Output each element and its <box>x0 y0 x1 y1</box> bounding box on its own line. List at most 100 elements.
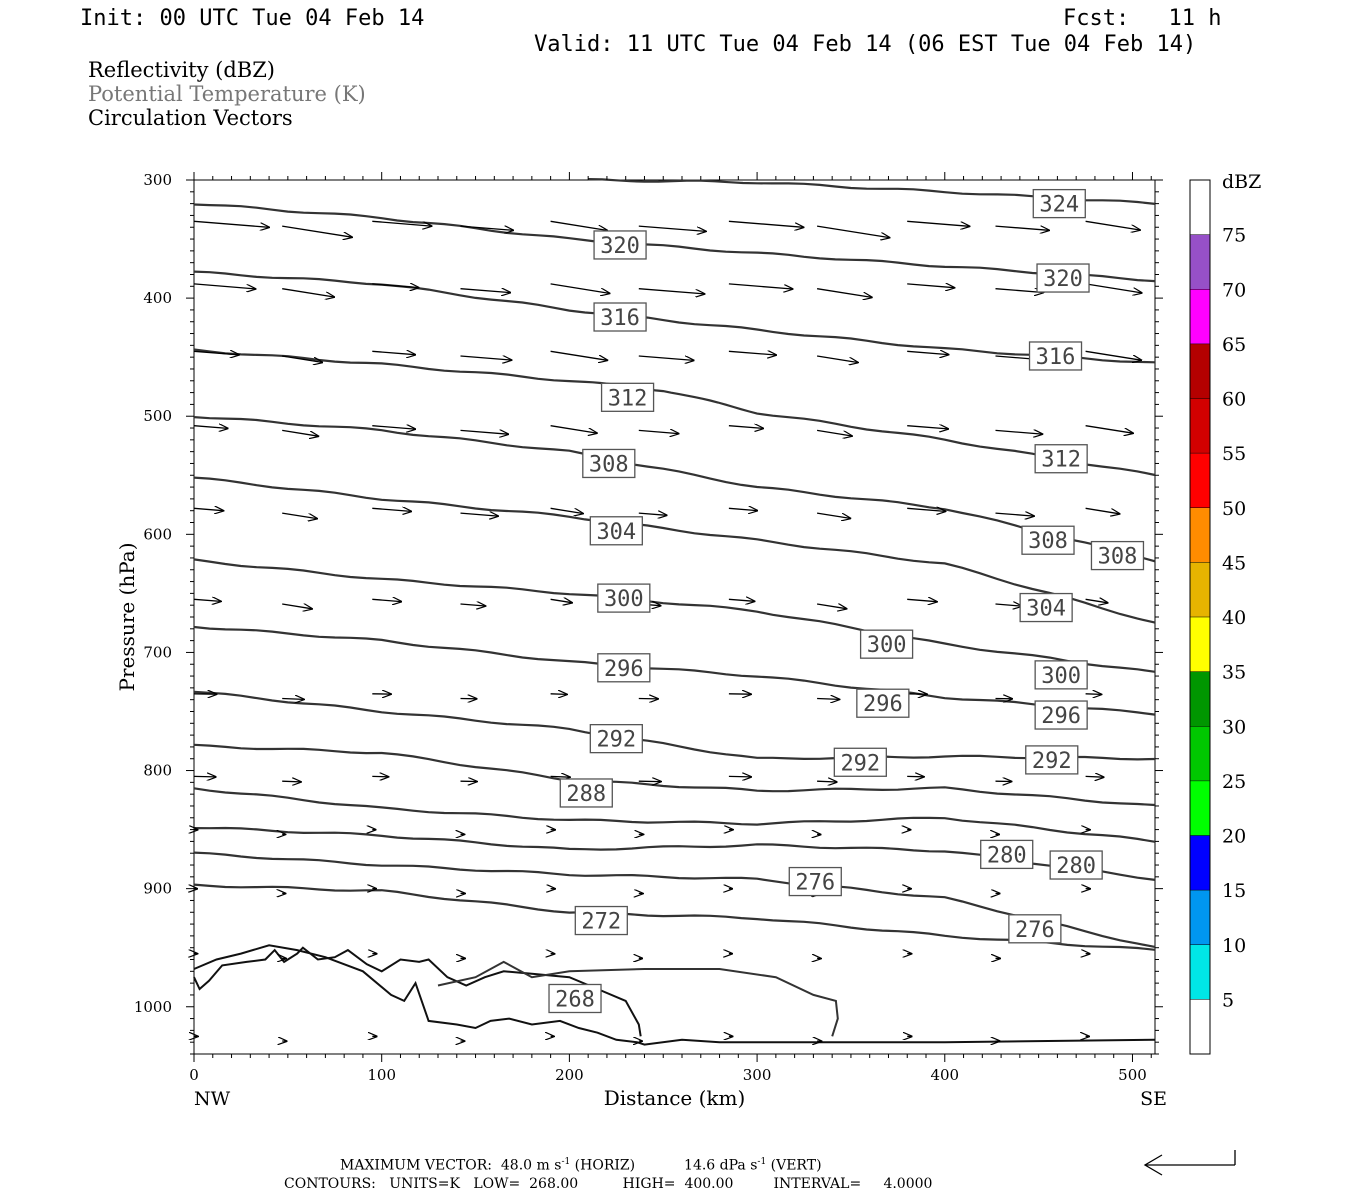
footer-max-vector: MAXIMUM VECTOR: 48.0 m s-1 (HORIZ) 14.6 … <box>340 1157 822 1174</box>
circulation-vector <box>372 351 415 354</box>
circulation-vector <box>1085 283 1142 293</box>
contour-label-box <box>856 688 910 718</box>
contour-label-box <box>593 302 647 332</box>
contour-label-box <box>1021 525 1075 555</box>
contour-label-320: 320 <box>1036 263 1090 293</box>
circulation-vector <box>1085 425 1133 434</box>
colorbar-label: 55 <box>1222 443 1246 465</box>
contour-label-296: 296 <box>597 653 651 683</box>
contour-label-292: 292 <box>1025 745 1079 775</box>
circulation-vector <box>907 351 948 354</box>
circulation-vector <box>550 425 597 433</box>
colorbar-label: 5 <box>1222 989 1234 1011</box>
circulation-vector <box>638 288 705 294</box>
colorbar-label: 50 <box>1222 498 1246 520</box>
contour-268-upper <box>193 946 642 1037</box>
circulation-vector <box>460 355 512 360</box>
circulation-vector <box>907 284 954 288</box>
circulation-vector <box>193 220 269 227</box>
circulation-vector <box>550 694 567 695</box>
circulation-vector <box>282 603 312 609</box>
circulation-vector <box>638 355 694 360</box>
x-tick-label: 300 <box>743 1066 772 1084</box>
colorbar-label: 15 <box>1222 880 1246 902</box>
circulation-vector <box>816 225 889 238</box>
colorbar-swatch <box>1190 562 1210 617</box>
contour-label-text: 312 <box>608 386 648 411</box>
contour-label-308: 308 <box>1021 525 1075 555</box>
colorbar-swatch <box>1190 398 1210 454</box>
circulation-vector <box>907 599 937 601</box>
circulation-vector <box>995 225 1050 230</box>
contour-label-text: 288 <box>566 782 606 807</box>
contour-label-box <box>574 905 628 936</box>
contour-label-324: 324 <box>1032 188 1086 219</box>
contour-label-300: 300 <box>1034 660 1088 690</box>
circulation-vector <box>282 699 304 700</box>
colorbar-swatch <box>1190 180 1210 235</box>
circulation-vector <box>1085 599 1108 603</box>
contour-label-text: 316 <box>1036 345 1076 370</box>
circulation-vector <box>550 776 570 777</box>
contour-label-box <box>859 629 914 659</box>
se-label: SE <box>1140 1088 1167 1110</box>
contour-label-text: 304 <box>596 520 636 545</box>
contour-label-304: 304 <box>1019 592 1073 623</box>
contour-label-box <box>833 747 887 777</box>
contour-label-box <box>559 778 613 808</box>
circulation-vector <box>550 599 572 602</box>
forecast-label: Fcst: 11 h <box>1063 8 1221 30</box>
isentrope-304 <box>193 476 1156 624</box>
circulation-vector <box>995 513 1034 516</box>
contour-label-text: 308 <box>1028 529 1068 554</box>
contour-label-292: 292 <box>833 747 887 777</box>
contour-268-lower <box>193 944 1156 1046</box>
contour-label-text: 324 <box>1039 193 1079 218</box>
circulation-vector <box>550 283 610 294</box>
circulation-vector <box>995 430 1043 434</box>
circulation-vector <box>193 508 223 510</box>
circulation-vector <box>995 289 1044 293</box>
contour-label-text: 292 <box>1032 749 1072 774</box>
circulation-vector <box>460 225 514 230</box>
colorbar-label: 45 <box>1222 552 1246 574</box>
circulation-vector <box>728 351 776 355</box>
contour-label-276: 276 <box>1008 914 1062 944</box>
contour-label-text: 300 <box>604 587 644 612</box>
contour-label-316: 316 <box>1028 341 1083 371</box>
circulation-vector <box>728 599 755 601</box>
contour-label-box <box>788 866 842 897</box>
contour-label-316: 316 <box>593 302 647 332</box>
colorbar-swatch <box>1190 507 1210 563</box>
circulation-vector <box>728 220 804 227</box>
contour-label-text: 304 <box>1026 597 1066 622</box>
contour-label-text: 300 <box>867 633 907 658</box>
colorbar-swatch <box>1190 726 1210 781</box>
colorbar-swatch <box>1190 835 1210 891</box>
colorbar-label: 35 <box>1222 662 1246 684</box>
circulation-vector <box>1085 776 1104 777</box>
contour-label-box <box>1034 660 1088 690</box>
colorbar-swatch <box>1190 234 1210 290</box>
contour-label-box <box>980 839 1034 870</box>
contour-label-box <box>589 724 643 754</box>
isentrope-276 <box>193 851 1156 948</box>
x-tick-label: 500 <box>1118 1066 1147 1084</box>
contour-label-box <box>1025 745 1079 775</box>
isentrope-300 <box>193 558 1156 673</box>
contour-label-292: 292 <box>589 724 643 754</box>
y-tick-label: 1000 <box>134 998 172 1016</box>
colorbar-label: 10 <box>1222 935 1246 957</box>
circulation-vector <box>282 288 334 297</box>
circulation-vector <box>1085 220 1140 230</box>
contour-label-box <box>1034 444 1088 474</box>
colorbar-swatch <box>1190 999 1210 1054</box>
contour-label-320: 320 <box>593 230 647 260</box>
colorbar-swatch <box>1190 890 1210 945</box>
footer-contours: CONTOURS: UNITS=K LOW= 268.00 HIGH= 400.… <box>284 1176 933 1192</box>
circulation-vector <box>816 512 850 518</box>
contour-label-text: 268 <box>555 987 595 1012</box>
colorbar-swatch <box>1190 617 1210 672</box>
contour-label-288: 288 <box>559 778 613 808</box>
contour-label-300: 300 <box>597 583 651 613</box>
